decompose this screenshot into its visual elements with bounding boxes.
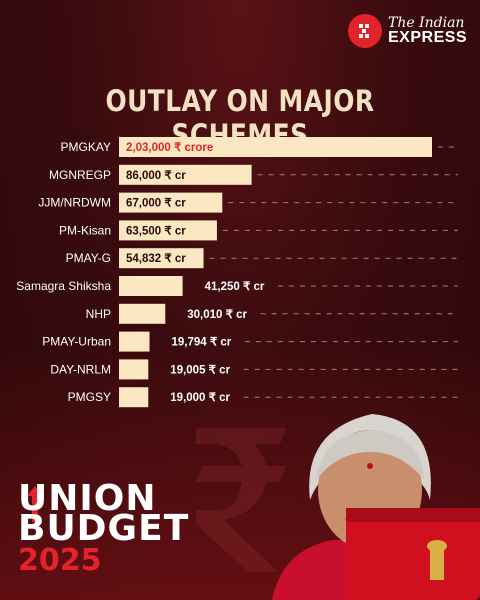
category-label: MGNREGP: [49, 168, 111, 182]
data-label: 63,500 ₹ cr: [126, 225, 186, 237]
data-label: 54,832 ₹ cr: [126, 253, 186, 265]
bar: [119, 137, 432, 157]
branding-union: UNION: [18, 478, 157, 519]
data-label: 19,005 ₹ cr: [170, 364, 230, 376]
bar: [119, 359, 149, 380]
data-label: 67,000 ₹ cr: [126, 198, 186, 210]
category-label: DAY-NRLM: [50, 362, 111, 376]
data-label: 2,03,000 ₹ crore: [126, 142, 213, 154]
bar: [119, 248, 204, 269]
bar-chart: PMGKAY 2,03,000 ₹ crore MGNREGP 86,000 ₹ cr…: [16, 137, 458, 408]
publisher-line2: EXPRESS: [388, 29, 468, 46]
publisher-logo: The Indian EXPRESS: [348, 14, 467, 48]
category-label: PMAY-Urban: [42, 335, 111, 349]
data-label: 30,010 ₹ cr: [187, 309, 247, 321]
data-label: 19,000 ₹ cr: [170, 392, 230, 404]
category-label: PMAY-G: [66, 251, 111, 265]
category-label: PM-Kisan: [59, 223, 111, 237]
bar: [119, 387, 149, 408]
bar: [119, 192, 223, 213]
branding-year: 2025: [18, 543, 102, 578]
bar: [119, 164, 252, 185]
category-label: Samagra Shiksha: [16, 279, 111, 293]
branding-budget: BUDGET: [18, 508, 190, 549]
bar: [119, 331, 150, 352]
category-label: NHP: [86, 307, 111, 321]
bar: [119, 220, 217, 241]
express-logo-icon: [348, 14, 382, 48]
data-label: 19,794 ₹ cr: [172, 337, 232, 349]
bar: [119, 276, 183, 296]
category-label: PMGSY: [68, 390, 111, 404]
finance-minister-photo: [272, 414, 480, 600]
rupee-symbol-icon: [196, 428, 286, 572]
arrow-up-icon: [27, 486, 43, 522]
data-label: 86,000 ₹ cr: [126, 170, 186, 182]
bar: [119, 303, 166, 324]
data-label: 41,250 ₹ cr: [205, 281, 265, 293]
publisher-line1: The Indian: [388, 15, 465, 31]
category-label: JJM/NRDWM: [38, 196, 111, 210]
union-budget-branding: UNION BUDGET 2025: [18, 478, 190, 578]
category-label: PMGKAY: [61, 140, 111, 154]
